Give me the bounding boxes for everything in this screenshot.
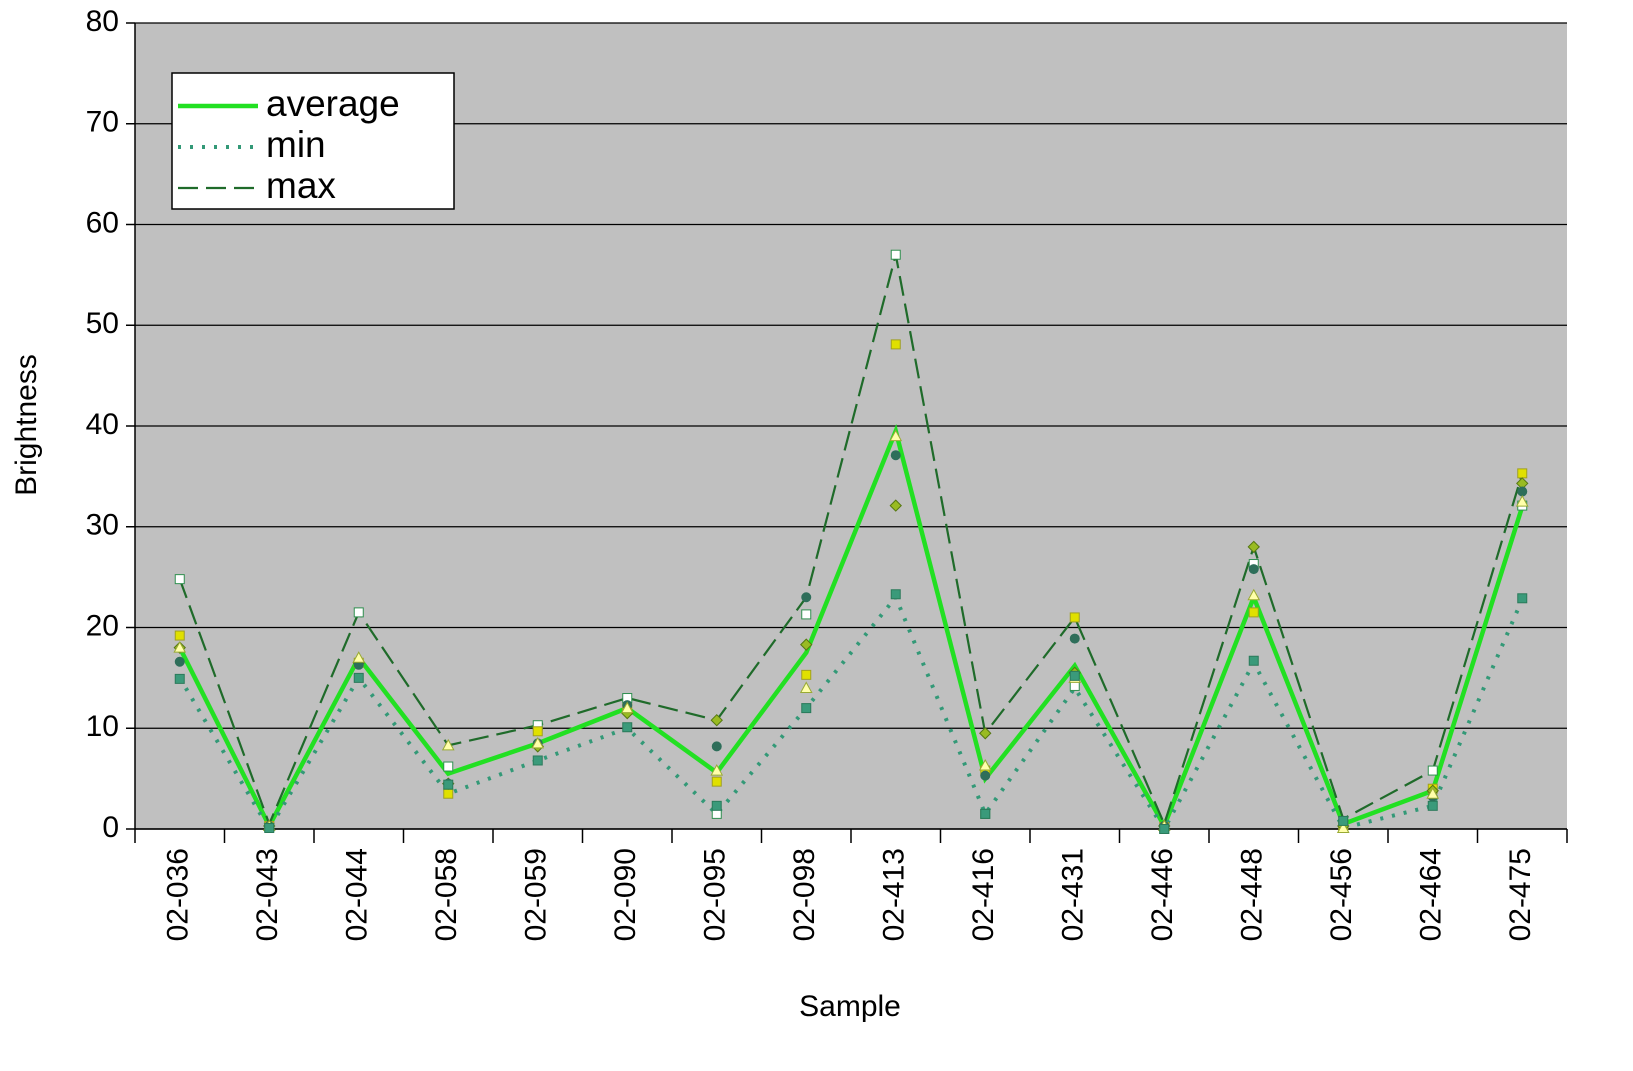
marker [1247,540,1260,554]
marker [1517,468,1528,479]
marker [710,764,724,776]
marker [443,788,454,799]
marker [1248,607,1259,618]
marker [441,738,455,751]
marker [711,741,722,752]
x-tick-label: 02-431 [1057,848,1090,941]
series-line [178,593,1525,833]
marker [978,758,992,771]
marker [1427,765,1438,776]
y-tick-label: 40 [86,408,119,441]
x-tick-label: 02-090 [609,848,642,941]
marker [532,755,543,766]
x-tick-label: 02-058 [430,848,463,941]
marker [890,249,901,260]
x-tick-label: 02-446 [1146,848,1179,941]
x-tick-label: 02-448 [1236,848,1269,941]
y-tick-label: 60 [86,206,119,239]
marker [710,713,723,727]
marker [531,736,545,749]
marker [174,656,185,667]
marker [1338,815,1349,826]
x-tick-label: 02-475 [1504,848,1537,941]
y-tick-label: 30 [86,509,119,542]
marker [979,727,992,740]
marker [443,779,454,790]
marker [174,673,185,684]
marker [711,800,722,811]
marker [1426,787,1440,799]
marker [264,822,275,833]
marker [980,808,991,819]
marker [801,592,812,603]
legend-box [171,72,455,210]
marker [890,339,901,350]
marker [890,589,901,600]
marker [353,672,364,683]
marker [620,701,634,714]
y-axis-title: Brightness [10,354,43,496]
marker [1069,633,1080,644]
marker [711,776,722,787]
marker [1159,824,1170,834]
legend-label: max [266,165,336,206]
series-line [178,254,1524,828]
marker [889,429,903,442]
x-tick-label: 02-059 [520,848,553,941]
series-line [177,423,1525,832]
x-tick-label: 02-416 [967,848,1000,941]
marker [799,681,813,693]
y-tick-label: 0 [102,811,119,844]
marker [353,607,364,618]
marker [801,669,812,680]
y-tick-label: 20 [86,609,119,642]
marker [1517,486,1528,497]
x-tick-label: 02-464 [1415,848,1448,941]
marker [1336,821,1350,833]
marker [443,761,454,772]
marker [1517,593,1528,604]
marker [1248,655,1259,666]
x-tick-label: 02-413 [878,848,911,941]
x-tick-label: 02-095 [699,848,732,941]
marker [174,630,185,641]
x-tick-label: 02-456 [1325,848,1358,941]
marker [1247,588,1261,601]
y-tick-label: 70 [86,106,119,139]
marker [801,609,812,620]
marker [801,703,812,714]
marker [173,641,187,653]
marker [1515,495,1529,507]
marker [890,450,901,461]
legend-label: min [266,124,326,165]
marker [622,722,633,733]
legend-label: average [266,83,400,124]
marker [174,574,185,585]
marker [532,726,543,737]
x-tick-label: 02-043 [251,848,284,941]
x-tick-label: 02-098 [788,848,821,941]
x-tick-label: 02-044 [341,848,374,941]
marker [889,499,902,512]
marker [1427,800,1438,811]
marker [1069,612,1080,623]
marker [1069,670,1080,681]
y-tick-label: 10 [86,710,119,743]
x-axis-title: Sample [799,990,901,1023]
x-tick-label: 02-036 [162,848,195,941]
y-tick-label: 80 [86,5,119,38]
marker [980,770,991,781]
marker [800,638,813,651]
marker [1248,564,1259,575]
y-tick-label: 50 [86,307,119,340]
marker [352,651,366,663]
